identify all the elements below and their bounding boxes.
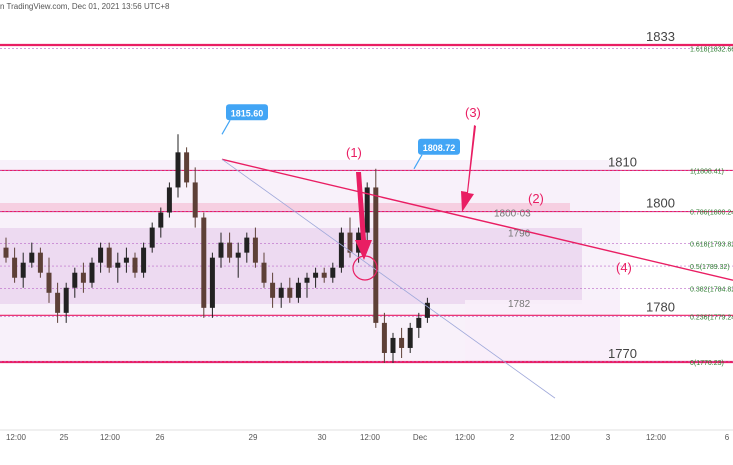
candle-body bbox=[287, 287, 293, 298]
candle-body bbox=[115, 262, 121, 268]
candle-body bbox=[141, 247, 147, 273]
candle-body bbox=[416, 317, 422, 328]
candle-body bbox=[244, 237, 250, 253]
candle-body bbox=[89, 262, 95, 283]
candle-body bbox=[321, 272, 327, 278]
fib-label: 0(1770.23) bbox=[690, 360, 724, 367]
candle-body bbox=[364, 187, 370, 233]
candle-body bbox=[55, 292, 61, 313]
x-tick-label: 12:00 bbox=[100, 433, 121, 442]
candle-body bbox=[72, 272, 78, 288]
price-callout-label: 1808.72 bbox=[423, 143, 456, 153]
candle-body bbox=[304, 277, 310, 283]
projection-zone bbox=[465, 300, 620, 362]
annotation-arrow bbox=[355, 172, 372, 260]
level-label: 1810 bbox=[608, 154, 637, 169]
candle-body bbox=[218, 242, 224, 258]
candle-body bbox=[278, 287, 284, 298]
candle-body bbox=[166, 187, 172, 213]
candle-body bbox=[373, 187, 379, 323]
x-tick-label: 12:00 bbox=[455, 433, 476, 442]
price-callout-label: 1815.60 bbox=[231, 108, 264, 118]
annotation-label: (4) bbox=[616, 260, 632, 275]
candle-body bbox=[270, 282, 276, 298]
x-tick-label: Dec bbox=[413, 433, 427, 442]
price-callout-bg bbox=[418, 138, 460, 155]
x-tick-label: 29 bbox=[249, 433, 258, 442]
x-tick-label: 3 bbox=[606, 433, 611, 442]
callout-pointer bbox=[413, 154, 423, 170]
level-label: 1770 bbox=[608, 346, 637, 361]
candle-body bbox=[313, 272, 319, 278]
candle-body bbox=[261, 262, 267, 283]
x-tick-label: 12:00 bbox=[6, 433, 27, 442]
fib-label: 0.5(1789.32) bbox=[690, 264, 730, 271]
candle-body bbox=[149, 227, 155, 248]
chart-header: n TradingView.com, Dec 01, 2021 13:56 UT… bbox=[0, 2, 170, 11]
x-tick-label: 2 bbox=[510, 433, 515, 442]
zone-label: 1800·03 bbox=[494, 208, 531, 219]
x-tick-label: 12:00 bbox=[646, 433, 667, 442]
candle-body bbox=[338, 232, 344, 268]
candle-body bbox=[46, 272, 52, 293]
candle-body bbox=[106, 247, 112, 268]
candle-body bbox=[252, 237, 258, 263]
candle-body bbox=[424, 302, 430, 318]
candle-body bbox=[407, 327, 413, 348]
candle-body bbox=[347, 232, 353, 253]
callout-pointer bbox=[221, 119, 231, 135]
x-tick-label: 6 bbox=[725, 433, 730, 442]
annotation-label: (2) bbox=[528, 191, 544, 206]
x-tick-label: 12:00 bbox=[550, 433, 571, 442]
annotation-arrow bbox=[461, 125, 476, 212]
candle-body bbox=[390, 337, 396, 353]
x-tick-label: 30 bbox=[318, 433, 327, 442]
candle-body bbox=[235, 252, 241, 258]
candle-body bbox=[381, 322, 387, 353]
x-tick-label: 25 bbox=[60, 433, 69, 442]
level-label: 1833 bbox=[646, 29, 675, 44]
fib-label: 0.786(1800.24) bbox=[690, 209, 733, 216]
candle-body bbox=[12, 257, 18, 278]
candle-body bbox=[132, 257, 138, 273]
zone-label: 1796 bbox=[508, 229, 531, 240]
candle-body bbox=[209, 257, 215, 308]
resistance-zone bbox=[0, 203, 570, 212]
trend-line-secondary bbox=[221, 159, 556, 399]
candle-body bbox=[20, 262, 26, 278]
candle-body bbox=[80, 272, 86, 283]
fib-label: 0.618(1793.82) bbox=[690, 242, 733, 249]
candle-body bbox=[3, 247, 9, 258]
fib-label: 1.618(1832.66) bbox=[690, 47, 733, 54]
candle-body bbox=[192, 182, 198, 218]
candle-body bbox=[98, 247, 104, 263]
level-label: 1780 bbox=[646, 299, 675, 314]
candle-body bbox=[201, 217, 207, 308]
fib-label: 0.236(1779.24) bbox=[690, 315, 733, 322]
candle-body bbox=[63, 287, 69, 313]
fib-label: 0.382(1784.82) bbox=[690, 287, 733, 294]
candle-body bbox=[295, 282, 301, 298]
x-tick-label: 12:00 bbox=[360, 433, 381, 442]
fib-label: 1(1808.41) bbox=[690, 168, 724, 175]
price-callout-bg bbox=[226, 104, 268, 121]
candle-body bbox=[175, 152, 181, 188]
candle-body bbox=[37, 252, 43, 273]
candle-body bbox=[330, 267, 336, 278]
trend-line bbox=[221, 158, 733, 281]
candle-body bbox=[399, 337, 405, 348]
zone-label: 1782 bbox=[508, 299, 531, 310]
candle-body bbox=[123, 257, 129, 263]
candle-body bbox=[227, 242, 233, 258]
candle-body bbox=[158, 212, 164, 228]
candle-body bbox=[184, 152, 190, 183]
candle-body bbox=[29, 252, 35, 263]
x-tick-label: 26 bbox=[156, 433, 165, 442]
level-label: 1800 bbox=[646, 196, 675, 211]
annotation-label: (3) bbox=[465, 105, 481, 120]
annotation-circle bbox=[352, 255, 378, 281]
annotation-label: (1) bbox=[346, 145, 362, 160]
